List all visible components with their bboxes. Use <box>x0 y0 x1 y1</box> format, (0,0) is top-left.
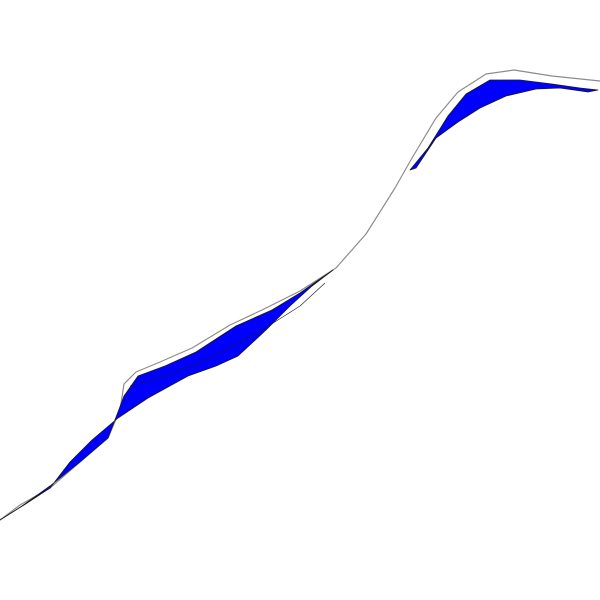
water-body-upper <box>409 79 599 171</box>
inner-channel-line <box>129 282 326 387</box>
water-body-lower <box>0 269 334 521</box>
